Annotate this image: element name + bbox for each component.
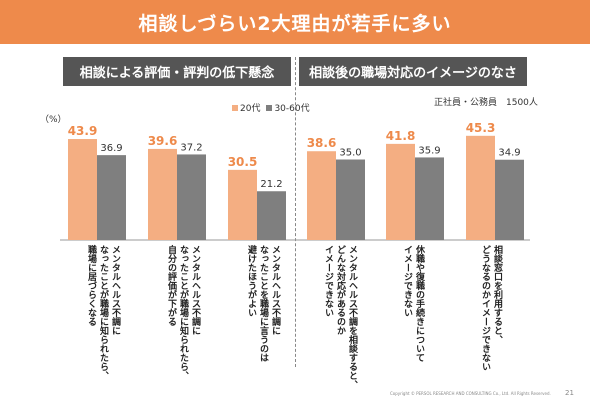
data-label-series-2-2: 37.2 (180, 142, 202, 153)
category-label-2: メンタルヘルス不調に なったことが職場に知られたら、 自分の評価が下がる (166, 245, 200, 380)
data-label-series-1-3: 30.5 (228, 155, 258, 169)
bar-series-2-4 (336, 159, 365, 240)
bar-series-1-6 (466, 135, 495, 240)
sample-note: 正社員・公務員 1500人 (434, 98, 538, 108)
page-title: 相談しづらい2大理由が若手に多い (138, 12, 452, 35)
copyright: Copyright © PERSOL RESEARCH AND CONSULTI… (390, 391, 551, 396)
bar-series-2-2 (177, 154, 206, 240)
group-divider (295, 57, 296, 367)
bar-series-2-1 (97, 155, 126, 240)
bar-series-1-4 (307, 151, 336, 240)
data-label-series-1-4: 38.6 (307, 136, 337, 150)
bar-series-2-5 (415, 157, 444, 240)
data-label-series-2-5: 35.9 (418, 145, 440, 156)
data-label-series-2-3: 21.2 (260, 179, 282, 190)
bar-series-2-6 (495, 159, 524, 240)
legend-swatch-series-2 (266, 104, 273, 111)
legend-swatch-series-1 (232, 104, 238, 111)
chart-legend: 20代 30-60代 (232, 101, 316, 114)
legend-label-series-2: 30-60代 (274, 104, 310, 114)
legend-item-series-2: 30-60代 (266, 101, 310, 114)
bar-series-1-1 (68, 139, 97, 240)
data-label-series-2-4: 35.0 (339, 148, 361, 159)
bar-series-1-2 (148, 148, 177, 240)
data-label-series-1-6: 45.3 (466, 121, 496, 135)
data-label-series-2-1: 36.9 (100, 143, 122, 154)
bar-series-1-5 (386, 143, 415, 240)
data-label-series-1-1: 43.9 (68, 124, 98, 138)
category-label-3: メンタルヘルス不調に なったことを職場に言うのは 避けたほうがよい (246, 245, 280, 362)
category-label-5: 休職や復職の手続きについて イメージできない (402, 245, 424, 362)
data-label-series-2-6: 34.9 (498, 148, 520, 159)
title-bar: 相談しづらい2大理由が若手に多い (0, 0, 590, 44)
category-label-6: 相談窓口を利用すると、 どうなるのかイメージできない (480, 245, 502, 371)
data-label-series-1-5: 41.8 (386, 129, 416, 143)
category-label-1: メンタルヘルス不調に なったことが職場に知られたら、 職場に居づらくなる (86, 245, 120, 380)
legend-label-series-1: 20代 (240, 104, 261, 114)
legend-item-series-1: 20代 (232, 101, 260, 114)
data-label-series-1-2: 39.6 (148, 134, 178, 148)
group-header-left: 相談による評価・評判の低下懸念 (63, 57, 291, 86)
bar-series-1-3 (228, 169, 257, 240)
unit-label: （%） (40, 115, 67, 125)
page-number: 21 (565, 389, 574, 397)
category-label-4: メンタルヘルス不調を相談すると、 どんな対応があるのか イメージできない (323, 245, 357, 389)
group-header-right: 相談後の職場対応のイメージのなさ (299, 57, 527, 86)
bar-series-2-3 (257, 191, 286, 240)
